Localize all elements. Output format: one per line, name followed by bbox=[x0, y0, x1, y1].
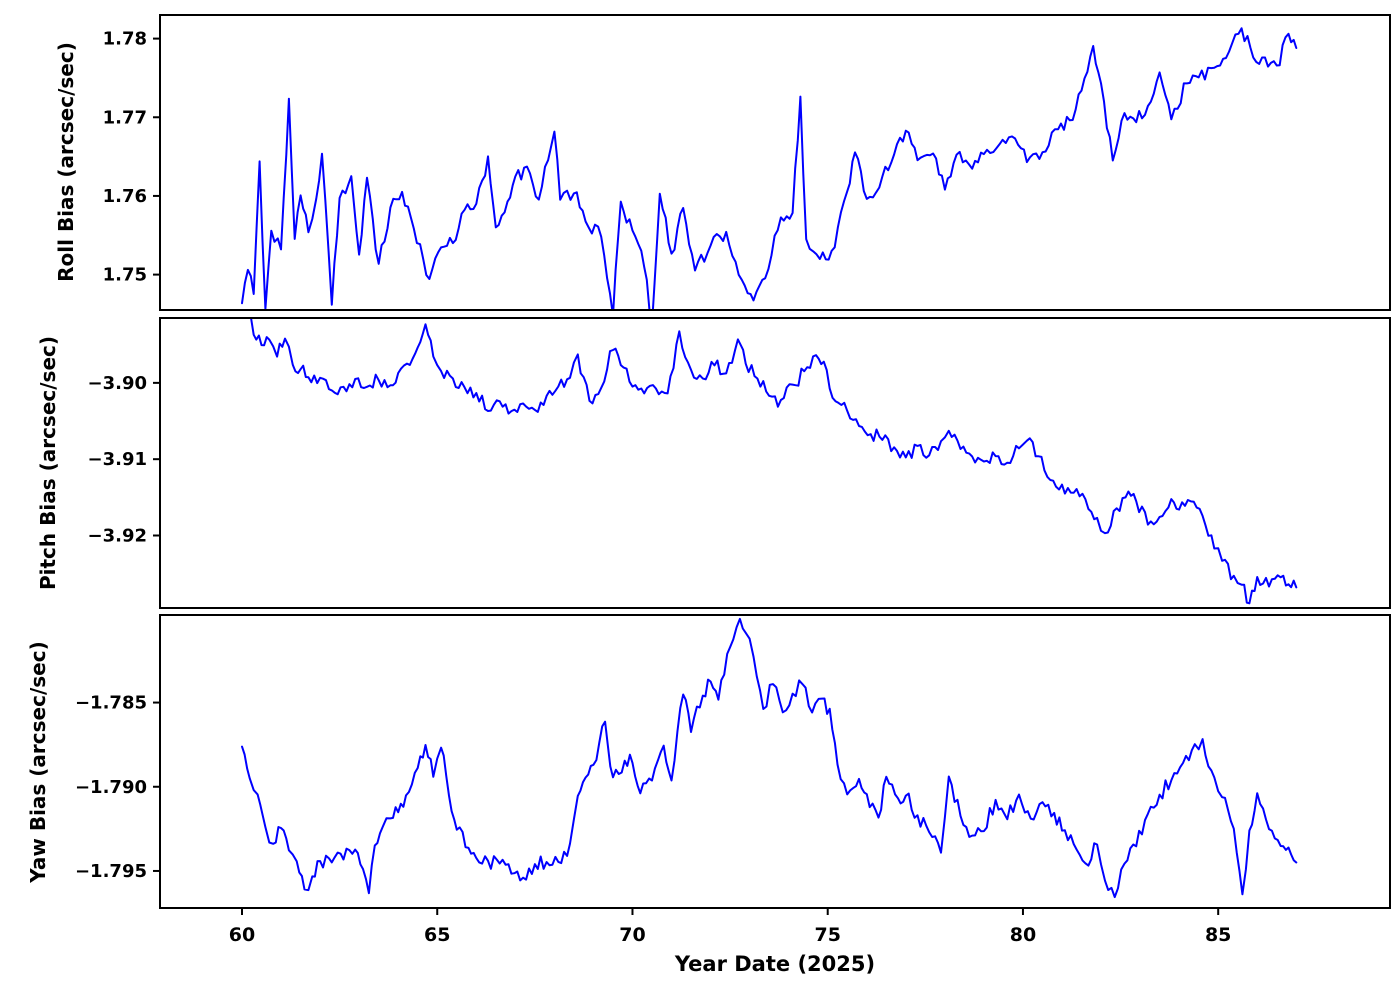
y-tick-label: −1.795 bbox=[75, 861, 147, 882]
pitch-y-axis-label: Pitch Bias (arcsec/sec) bbox=[36, 335, 60, 591]
y-tick-label: −3.91 bbox=[88, 449, 148, 470]
roll-y-axis-label: Roll Bias (arcsec/sec) bbox=[54, 42, 78, 282]
y-tick-label: −3.90 bbox=[88, 373, 148, 394]
x-axis-label: Year Date (2025) bbox=[674, 952, 876, 976]
x-tick-label: 70 bbox=[619, 924, 645, 946]
y-tick-label: −3.92 bbox=[88, 526, 148, 547]
subplot-1-spines bbox=[159, 317, 1391, 609]
y-tick-label: 1.75 bbox=[103, 265, 147, 286]
subplot-0-spines bbox=[159, 14, 1391, 311]
pitch_bias-line bbox=[250, 318, 1298, 605]
roll_bias-line bbox=[241, 27, 1298, 310]
subplot-2-spines bbox=[159, 614, 1391, 909]
x-tick-label: 65 bbox=[424, 924, 450, 946]
x-tick-label: 80 bbox=[1010, 924, 1036, 946]
y-tick-label: 1.78 bbox=[103, 29, 147, 50]
y-tick-label: 1.76 bbox=[103, 186, 147, 207]
yaw-y-axis-label: Yaw Bias (arcsec/sec) bbox=[26, 641, 50, 883]
yaw_bias-line bbox=[241, 617, 1298, 899]
x-tick-label: 75 bbox=[814, 924, 840, 946]
y-tick-label: −1.790 bbox=[75, 777, 147, 798]
x-tick-label: 85 bbox=[1205, 924, 1231, 946]
y-tick-label: −1.785 bbox=[75, 693, 147, 714]
y-tick-label: 1.77 bbox=[103, 107, 147, 128]
x-tick-label: 60 bbox=[229, 924, 255, 946]
